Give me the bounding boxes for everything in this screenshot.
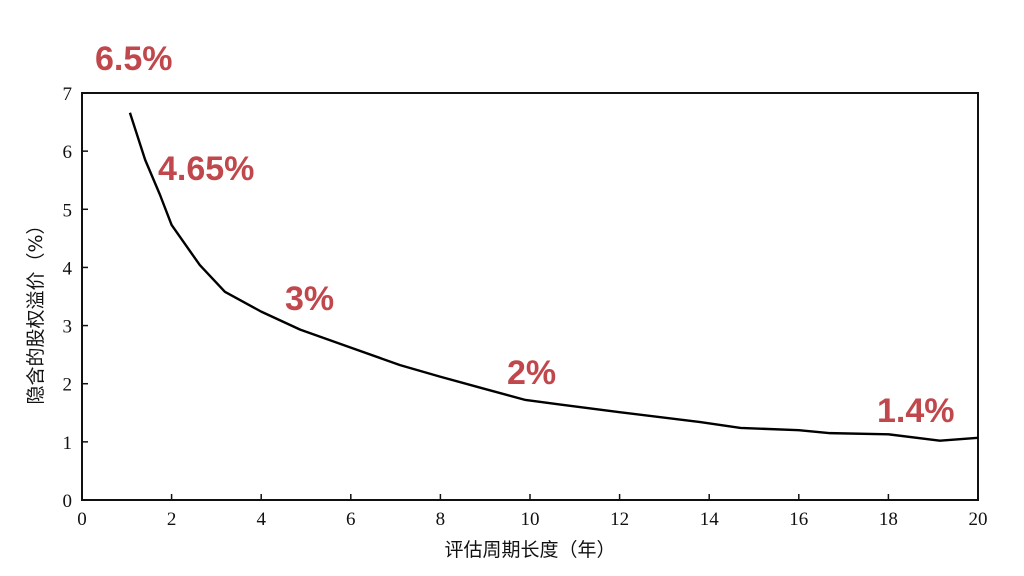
annotation: 3%: [285, 280, 334, 318]
x-tick-label: 20: [969, 509, 988, 530]
y-tick-label: 2: [63, 375, 73, 396]
y-axis-title: 隐含的股权溢价（%）: [25, 215, 47, 404]
x-tick-label: 4: [256, 509, 266, 530]
y-tick-label: 4: [63, 258, 73, 279]
y-tick-label: 6: [63, 142, 73, 163]
annotation: 2%: [507, 354, 556, 392]
data-line: [128, 112, 979, 442]
y-tick-label: 1: [63, 433, 73, 454]
x-tick-label: 12: [610, 509, 629, 530]
x-tick-label: 2: [167, 509, 177, 530]
annotation: 6.5%: [95, 40, 173, 78]
y-tick-label: 7: [63, 84, 73, 105]
x-tick-label: 16: [789, 509, 808, 530]
annotation: 4.65%: [158, 150, 254, 188]
x-tick-label: 18: [879, 509, 898, 530]
y-tick-label: 0: [63, 491, 73, 512]
x-tick-label: 8: [436, 509, 446, 530]
y-tick-label: 5: [63, 200, 73, 221]
y-tick-label: 3: [63, 317, 73, 338]
x-tick-label: 10: [521, 509, 540, 530]
x-tick-label: 6: [346, 509, 356, 530]
x-axis-title: 评估周期长度（年）: [444, 539, 615, 561]
annotation: 1.4%: [877, 392, 955, 430]
x-tick-label: 0: [77, 509, 87, 530]
x-tick-label: 14: [700, 509, 720, 530]
